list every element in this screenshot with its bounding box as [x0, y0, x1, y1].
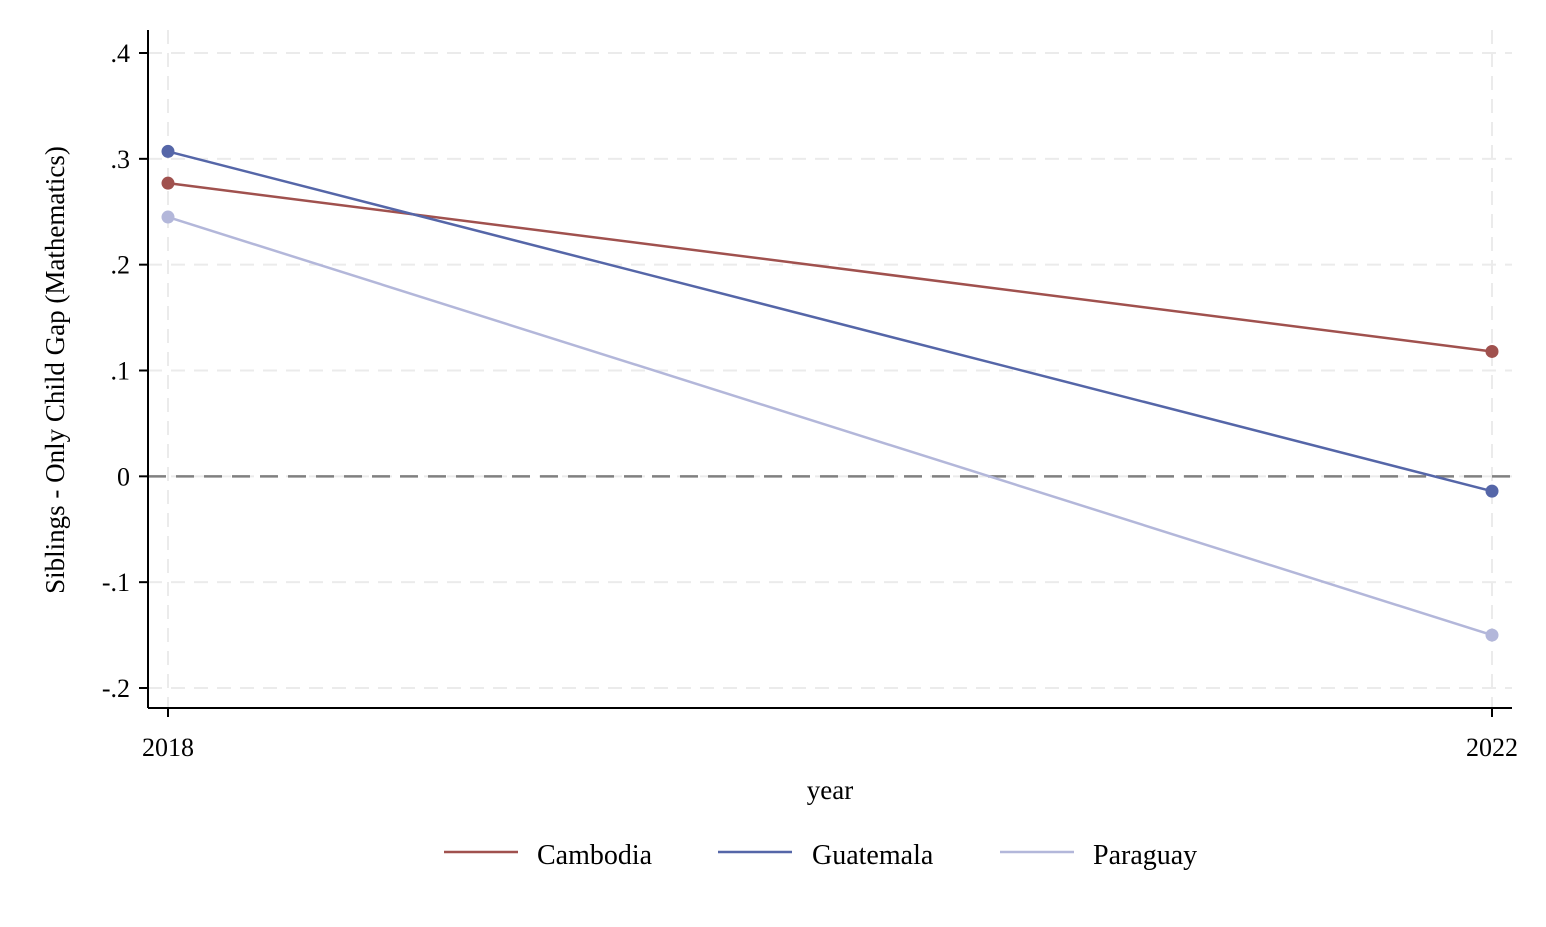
data-point-paraguay: [1485, 628, 1499, 642]
y-tick-label: .3: [111, 145, 131, 174]
data-point-paraguay: [161, 210, 175, 224]
series: [161, 144, 1499, 642]
x-tick-label: 2018: [142, 733, 194, 762]
data-point-cambodia: [1485, 344, 1499, 358]
y-tick-label: .2: [111, 251, 131, 280]
legend-item-guatemala: Guatemala: [718, 840, 934, 871]
axes: [139, 30, 1512, 717]
series-paraguay: [161, 210, 1499, 642]
x-tick-label: 2022: [1466, 733, 1518, 762]
legend-item-cambodia: Cambodia: [444, 840, 653, 871]
y-tick-label: 0: [117, 462, 130, 491]
series-line-paraguay: [167, 215, 1493, 637]
tick-labels: -.2 -.1 0 .1 .2 .3 .4 2018 2022: [102, 39, 1518, 762]
y-tick-label: -.1: [102, 568, 130, 597]
data-point-guatemala: [1485, 484, 1499, 498]
legend-item-paraguay: Paraguay: [1000, 840, 1197, 871]
legend-label-guatemala: Guatemala: [812, 840, 934, 871]
data-point-cambodia: [161, 176, 175, 190]
y-axis-title: Siblings - Only Child Gap (Mathematics): [40, 146, 70, 594]
legend-label-cambodia: Cambodia: [537, 840, 653, 871]
grid: [148, 30, 1512, 708]
series-cambodia: [161, 176, 1499, 358]
y-tick-label: .1: [111, 357, 131, 386]
series-guatemala: [161, 144, 1499, 498]
legend-label-paraguay: Paraguay: [1093, 840, 1197, 871]
y-tick-label: .4: [111, 39, 131, 68]
x-axis-title: year: [807, 775, 853, 805]
series-line-guatemala: [167, 150, 1493, 493]
legend: Cambodia Guatemala Paraguay: [444, 840, 1197, 871]
y-tick-label: -.2: [102, 674, 130, 703]
series-line-cambodia: [167, 181, 1493, 353]
data-point-guatemala: [161, 144, 175, 158]
